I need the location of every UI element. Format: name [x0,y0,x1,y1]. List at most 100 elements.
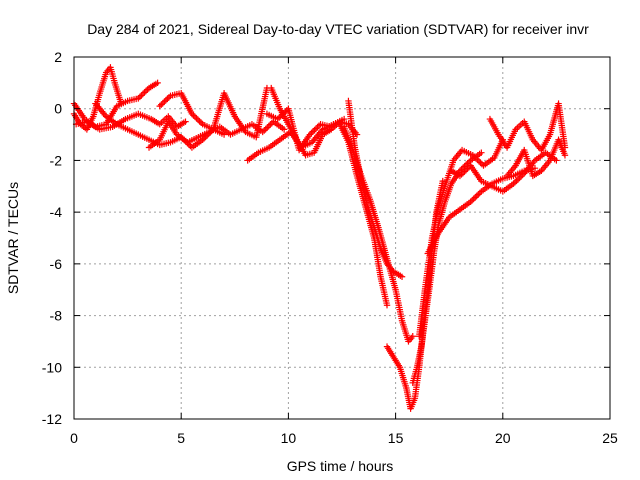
data-point [475,191,482,198]
grid-lines [74,57,610,419]
data-point [409,333,416,340]
data-point [514,176,522,183]
data-point [470,195,477,203]
data-point [191,113,199,121]
data-point [274,115,281,123]
data-point [474,156,481,163]
data-point [135,95,142,102]
data-point [158,101,165,108]
data-point [262,125,269,133]
series-sat-l [340,123,416,345]
data-point [161,98,168,105]
x-tick-label: 20 [495,430,511,446]
data-point [154,79,161,87]
y-tick-label: -12 [42,411,62,427]
data-point [139,90,147,98]
series-sat-p [424,164,539,257]
y-tick-label: -4 [50,204,63,220]
y-tick-label: -6 [50,256,63,272]
y-tick-label: 0 [54,101,62,117]
series-sat-f [156,84,271,141]
data-point [159,99,167,107]
data-point [142,87,150,95]
data-point [456,172,464,180]
axis-ticks [73,56,611,420]
data-point [311,126,318,134]
data-point [194,116,202,123]
data-point [398,273,406,280]
data-point [200,135,208,142]
data-point [276,114,283,121]
data-point [462,166,470,174]
data-point [197,119,205,126]
series-sat-c [72,110,189,133]
data-point [531,164,539,172]
series-sat-i [263,105,335,154]
data-point [312,125,320,132]
data-point [196,118,203,125]
data-point [280,109,288,117]
data-point [309,128,317,135]
data-point [511,179,519,186]
data-points [70,64,569,412]
data-point [267,121,274,128]
series-sat-j [336,121,391,309]
x-tick-label: 25 [602,430,618,446]
data-point [164,95,171,102]
data-point [156,102,163,110]
data-point [162,97,170,104]
y-tick-label: 2 [54,49,62,65]
data-point [472,155,480,162]
data-point [519,171,526,179]
data-point [478,149,485,156]
series-sat-s [503,136,569,180]
data-point [193,115,200,122]
data-point [138,92,145,99]
data-point [308,129,315,137]
data-point [314,123,321,131]
data-point [282,108,289,115]
data-point [472,194,479,201]
data-point [439,177,446,185]
x-tick-labels: 0 5 10 15 20 25 [70,430,618,446]
series-sat-n [409,149,485,386]
series-sat-q [448,149,560,195]
x-axis-title: GPS time / hours [287,458,394,474]
data-point [306,131,314,138]
data-point [141,89,148,96]
data-point [513,177,520,184]
chart-title: Day 284 of 2021, Sidereal Day-to-day VTE… [87,21,589,37]
data-point [265,122,272,130]
data-point [469,152,476,159]
data-point [458,171,465,178]
data-point [553,157,560,164]
data-point [517,173,525,180]
y-tick-label: -8 [50,308,63,324]
data-point [473,192,480,200]
series-sat-r [486,100,569,154]
y-tick-label: -2 [50,152,63,168]
data-point [188,110,196,118]
data-point [279,111,286,118]
data-point [461,168,468,175]
series-sat-h [268,84,361,159]
data-point [383,302,391,309]
data-point [516,174,523,181]
data-point [182,118,189,125]
data-point [476,189,484,197]
data-point [561,152,569,159]
data-point [280,126,288,133]
data-point [277,112,284,120]
data-point [328,123,335,131]
y-tick-label: -10 [42,359,62,375]
data-point [165,94,173,101]
data-point [136,93,144,101]
data-point [459,169,467,177]
data-point [510,180,517,187]
data-point [477,159,484,166]
x-tick-label: 10 [281,430,297,446]
data-point [315,122,323,129]
y-axis-title: SDTVAR / TECUs [5,182,21,294]
data-point [144,86,151,93]
